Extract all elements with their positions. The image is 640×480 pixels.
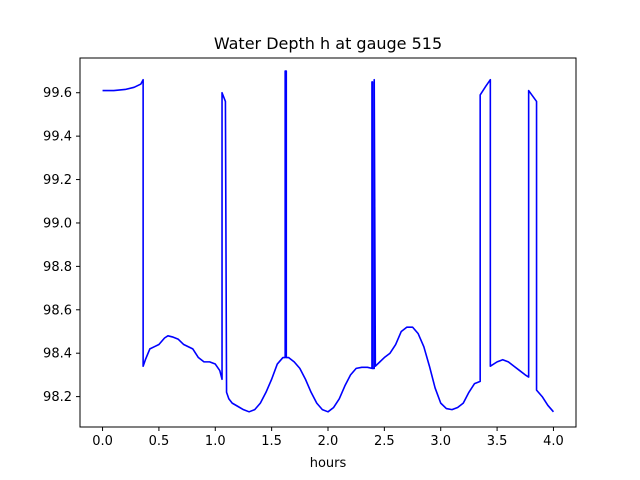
x-tick-label: 1.0 — [205, 434, 226, 449]
y-tick-label: 99.2 — [43, 173, 72, 188]
plot-area — [102, 70, 555, 413]
y-tick-label: 99.6 — [43, 86, 72, 101]
y-tick-label: 99.4 — [43, 130, 72, 145]
chart-title: Water Depth h at gauge 515 — [214, 34, 442, 53]
x-tick-label: 2.5 — [374, 434, 395, 449]
x-tick-label: 0.0 — [92, 434, 113, 449]
x-tick-label: 0.5 — [149, 434, 170, 449]
y-tick-label: 98.8 — [43, 260, 72, 275]
x-tick-label: 2.0 — [318, 434, 339, 449]
x-tick-label: 3.5 — [487, 434, 508, 449]
y-tick-label: 98.6 — [43, 303, 72, 318]
series-line-1 — [102, 70, 555, 413]
y-tick-label: 98.4 — [43, 347, 72, 362]
x-tick-label: 1.5 — [261, 434, 282, 449]
axes: 0.0 0.5 1.0 1.5 2.0 2.5 3.0 3.5 4.0 98.2 98.4 98.6 9… — [43, 57, 577, 449]
x-tick-label: 4.0 — [543, 434, 564, 449]
x-axis-label: hours — [310, 456, 347, 471]
y-tick-label: 99.0 — [43, 216, 72, 231]
x-tick-label: 3.0 — [430, 434, 451, 449]
y-tick-label: 98.2 — [43, 390, 72, 405]
